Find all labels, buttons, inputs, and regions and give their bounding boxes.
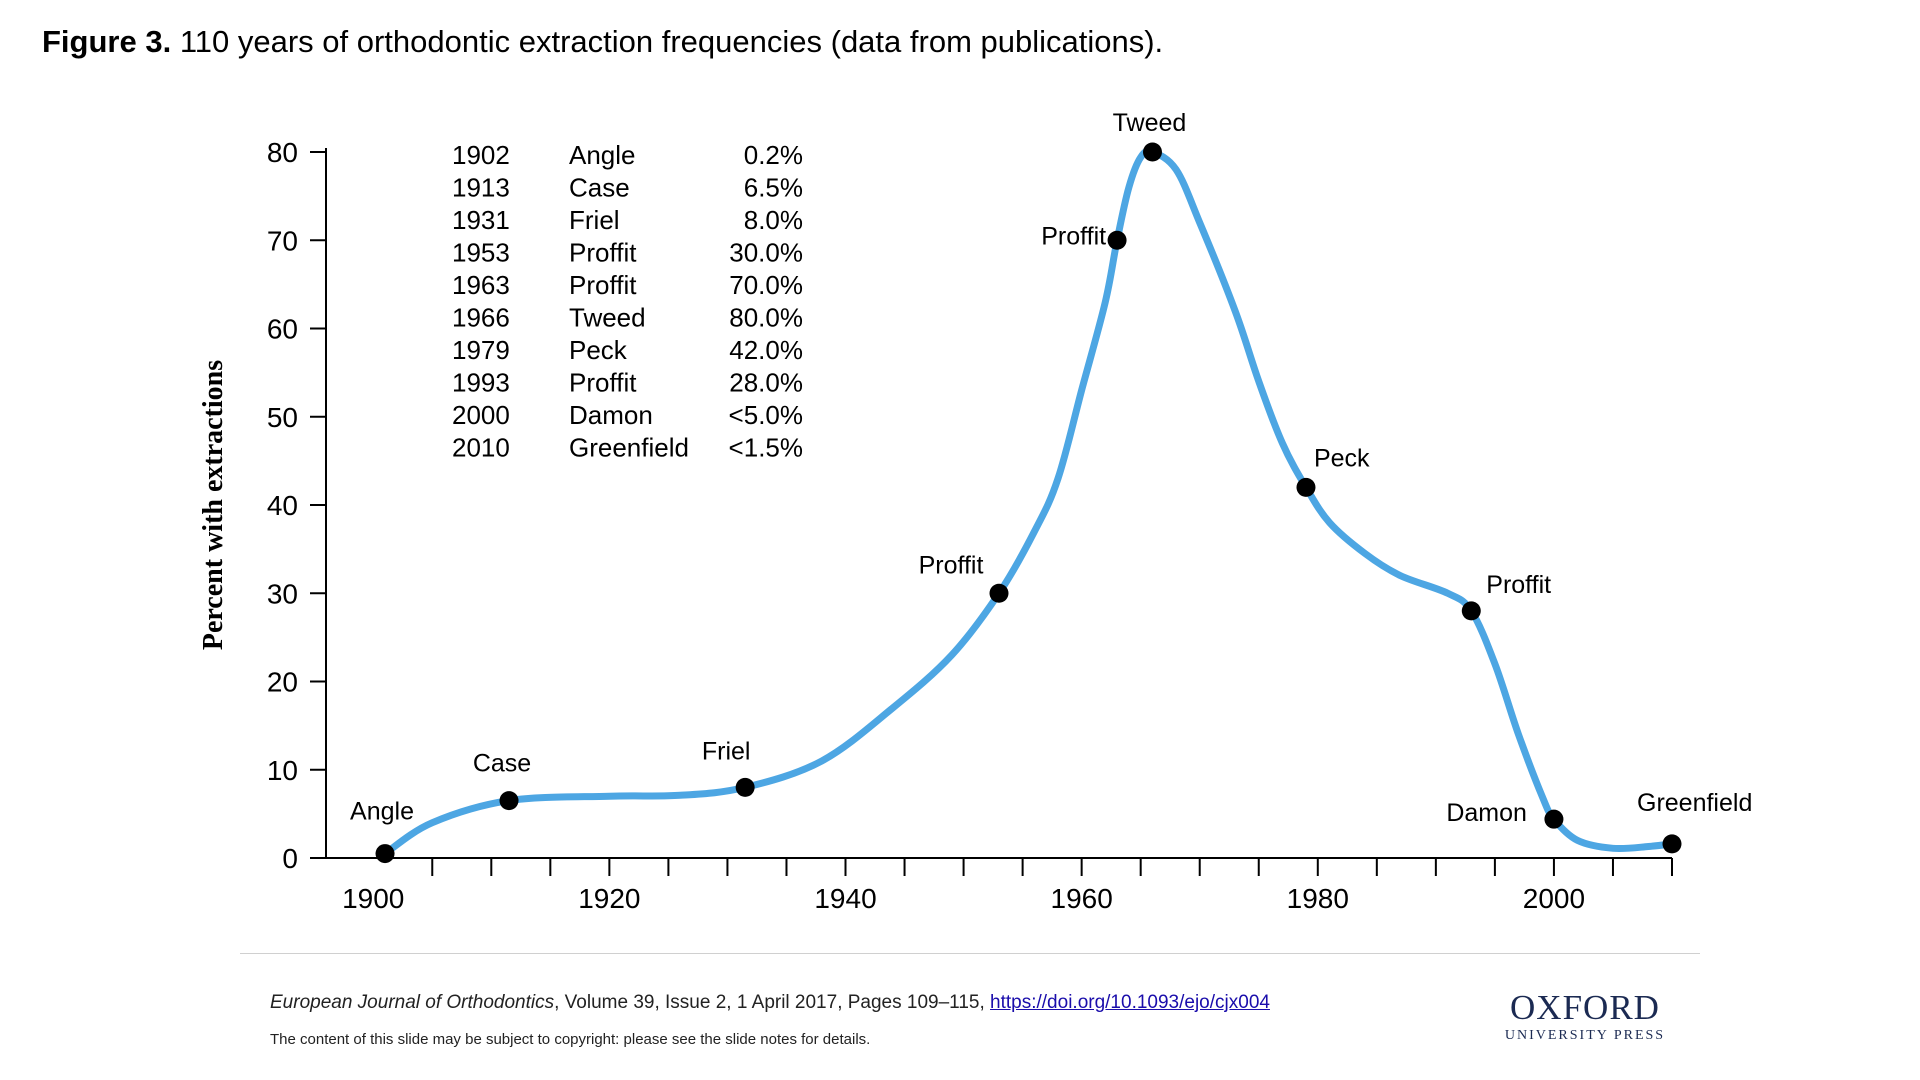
data-point — [1663, 834, 1682, 853]
table-author: Friel — [569, 205, 620, 235]
chart: 0 10 20 30 40 50 60 70 80 1900 1920 1940 1960 1980 200… — [0, 0, 1920, 950]
data-point-label: Peck — [1314, 444, 1370, 472]
table-author: Proffit — [569, 238, 637, 268]
data-table: 1902 Angle 0.2% 1913 Case 6.5% 1931 Friel 8.0% 19… — [452, 140, 803, 463]
footer-divider — [240, 953, 1700, 954]
table-author: Proffit — [569, 368, 637, 398]
chart-axes: 0 10 20 30 40 50 60 70 80 1900 1920 1940 1960 1980 200… — [198, 137, 1672, 914]
table-author: Proffit — [569, 270, 637, 300]
x-tick-label: 2000 — [1523, 883, 1585, 914]
y-tick-label: 60 — [267, 314, 298, 345]
data-point-label: Greenfield — [1637, 789, 1752, 817]
table-percent: <5.0% — [729, 400, 803, 430]
y-tick-label: 30 — [267, 578, 298, 609]
x-tick-label: 1900 — [342, 883, 404, 914]
data-point-label: Proffit — [1041, 222, 1106, 250]
table-author: Peck — [569, 335, 628, 365]
table-percent: 30.0% — [729, 238, 803, 268]
x-tick-label: 1940 — [814, 883, 876, 914]
table-year: 1963 — [452, 270, 510, 300]
table-author: Damon — [569, 400, 653, 430]
table-percent: 6.5% — [744, 173, 803, 203]
citation-details: , Volume 39, Issue 2, 1 April 2017, Page… — [554, 992, 990, 1013]
y-tick-label: 40 — [267, 490, 298, 521]
journal-name: European Journal of Orthodontics — [270, 992, 554, 1013]
x-tick-label: 1960 — [1051, 883, 1113, 914]
logo-line-oxford: OXFORD — [1490, 990, 1680, 1026]
x-tick-label: 1980 — [1287, 883, 1349, 914]
data-point — [990, 584, 1009, 603]
data-point — [1143, 143, 1162, 162]
y-tick-label: 0 — [282, 843, 298, 874]
table-percent: 70.0% — [729, 270, 803, 300]
y-tick-label: 70 — [267, 225, 298, 256]
table-year: 1993 — [452, 368, 510, 398]
table-percent: 42.0% — [729, 335, 803, 365]
x-tick-label: 1920 — [578, 883, 640, 914]
data-point-label: Case — [473, 750, 531, 778]
table-percent: 0.2% — [744, 140, 803, 170]
y-tick-label: 80 — [267, 137, 298, 168]
y-tick-label: 20 — [267, 667, 298, 698]
table-year: 1902 — [452, 140, 510, 170]
y-axis-label: Percent with extractions — [198, 360, 229, 650]
copyright-notice: The content of this slide may be subject… — [270, 1031, 870, 1048]
table-percent: 28.0% — [729, 368, 803, 398]
citation: European Journal of Orthodontics, Volume… — [270, 992, 1270, 1014]
data-point-label: Damon — [1446, 799, 1527, 827]
table-percent: 80.0% — [729, 303, 803, 333]
data-point — [736, 778, 755, 797]
data-point-label: Proffit — [919, 551, 984, 579]
data-point — [1296, 478, 1315, 497]
table-year: 1913 — [452, 173, 510, 203]
table-author: Case — [569, 173, 630, 203]
table-percent: 8.0% — [744, 205, 803, 235]
table-author: Greenfield — [569, 433, 689, 463]
table-year: 2010 — [452, 433, 510, 463]
data-point — [1544, 810, 1563, 829]
data-point-label: Tweed — [1113, 109, 1187, 137]
table-author: Tweed — [569, 303, 646, 333]
data-point-label: Friel — [702, 737, 751, 765]
oxford-university-press-logo: OXFORD UNIVERSITY PRESS — [1490, 990, 1680, 1044]
table-year: 1979 — [452, 335, 510, 365]
table-author: Angle — [569, 140, 636, 170]
logo-line-university-press: UNIVERSITY PRESS — [1490, 1028, 1680, 1044]
table-year: 1966 — [452, 303, 510, 333]
data-point — [500, 791, 519, 810]
data-point-label: Proffit — [1486, 571, 1551, 599]
table-percent: <1.5% — [729, 433, 803, 463]
y-tick-label: 50 — [267, 402, 298, 433]
data-point — [376, 844, 395, 863]
table-year: 1953 — [452, 238, 510, 268]
table-year: 2000 — [452, 400, 510, 430]
doi-link[interactable]: https://doi.org/10.1093/ejo/cjx004 — [990, 992, 1270, 1013]
data-point — [1108, 231, 1127, 250]
table-year: 1931 — [452, 205, 510, 235]
y-tick-label: 10 — [267, 755, 298, 786]
data-point-label: Angle — [350, 798, 414, 826]
data-point — [1462, 601, 1481, 620]
